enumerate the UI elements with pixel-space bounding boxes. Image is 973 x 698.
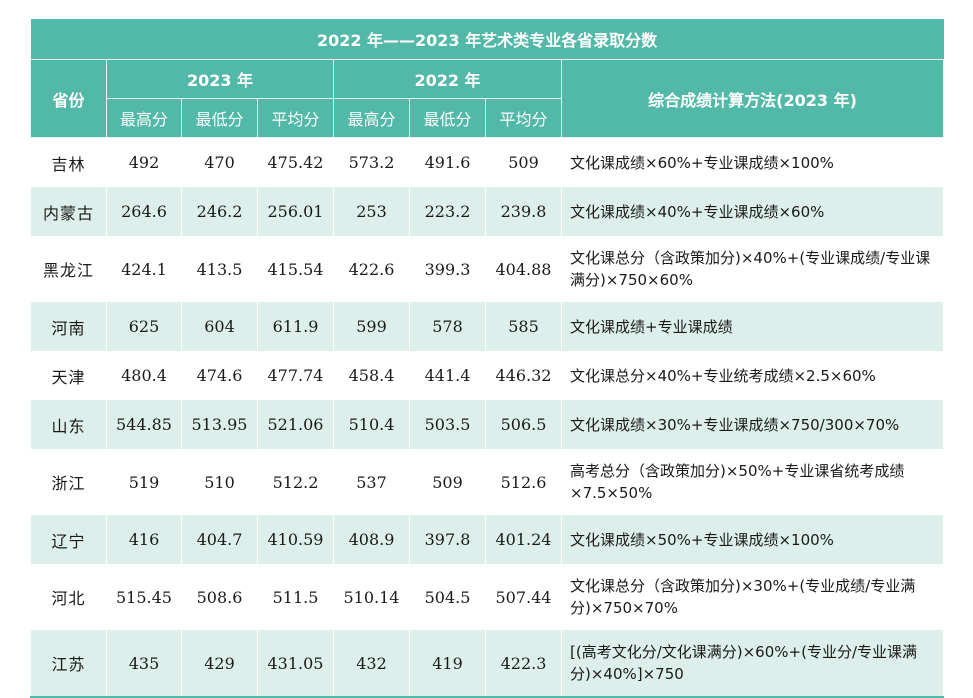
avg-2023-cell: 256.01 [257,187,334,236]
max-2022-cell: 599 [333,302,410,351]
min-2023-cell: 510 [181,449,258,515]
max-2022-cell: 422.6 [333,236,410,302]
province-cell: 河北 [30,564,107,630]
header-max-2023: 最高分 [106,98,182,138]
header-year-2022: 2022 年 [333,59,562,99]
province-cell: 天津 [30,351,107,400]
table-row: 吉林 492 470 475.42 573.2 491.6 509 文化课成绩×… [30,137,945,187]
method-cell: 文化课成绩+专业课成绩 [560,302,945,351]
province-cell: 黑龙江 [30,236,107,302]
header-method: 综合成绩计算方法(2023 年) [560,59,945,138]
method-cell: 文化课总分（含政策加分)×30%+(专业成绩/专业满分)×750×70% [560,564,945,630]
max-2023-cell: 515.45 [106,564,182,630]
province-cell: 内蒙古 [30,187,107,236]
admission-scores-table: 2022 年——2023 年艺术类专业各省录取分数 省份 2023 年 2022… [30,19,945,698]
min-2022-cell: 223.2 [409,187,486,236]
method-cell: 文化课成绩×30%+专业课成绩×750/300×70% [560,400,945,449]
table-row: 黑龙江 424.1 413.5 415.54 422.6 399.3 404.8… [30,236,945,302]
max-2023-cell: 625 [106,302,182,351]
avg-2022-cell: 512.6 [485,449,562,515]
table-row: 河南 625 604 611.9 599 578 585 文化课成绩+专业课成绩 [30,302,945,351]
avg-2022-cell: 446.32 [485,351,562,400]
table-row: 河北 515.45 508.6 511.5 510.14 504.5 507.4… [30,564,945,630]
avg-2023-cell: 477.74 [257,351,334,400]
avg-2022-cell: 506.5 [485,400,562,449]
table-row: 山东 544.85 513.95 521.06 510.4 503.5 506.… [30,400,945,449]
province-cell: 辽宁 [30,515,107,564]
avg-2022-cell: 507.44 [485,564,562,630]
avg-2023-cell: 415.54 [257,236,334,302]
avg-2022-cell: 404.88 [485,236,562,302]
table-title: 2022 年——2023 年艺术类专业各省录取分数 [30,19,944,60]
header-province: 省份 [30,59,107,138]
min-2022-cell: 578 [409,302,486,351]
max-2023-cell: 264.6 [106,187,182,236]
max-2022-cell: 573.2 [333,137,410,187]
header-max-2022: 最高分 [333,98,410,138]
max-2022-cell: 510.14 [333,564,410,630]
header-avg-2023: 平均分 [257,98,334,138]
min-2022-cell: 504.5 [409,564,486,630]
province-cell: 河南 [30,302,107,351]
avg-2022-cell: 509 [485,137,562,187]
province-cell: 山东 [30,400,107,449]
min-2022-cell: 503.5 [409,400,486,449]
header-min-2023: 最低分 [181,98,258,138]
avg-2022-cell: 239.8 [485,187,562,236]
method-cell: 高考总分（含政策加分)×50%+专业课省统考成绩×7.5×50% [560,449,945,515]
method-cell: 文化课成绩×60%+专业课成绩×100% [560,137,945,187]
min-2023-cell: 413.5 [181,236,258,302]
max-2022-cell: 458.4 [333,351,410,400]
min-2022-cell: 441.4 [409,351,486,400]
avg-2023-cell: 475.42 [257,137,334,187]
max-2022-cell: 253 [333,187,410,236]
max-2023-cell: 480.4 [106,351,182,400]
min-2023-cell: 508.6 [181,564,258,630]
max-2023-cell: 416 [106,515,182,564]
header-year-2023: 2023 年 [106,59,334,99]
admission-table-container: 2022 年——2023 年艺术类专业各省录取分数 省份 2023 年 2022… [30,19,945,698]
method-cell: 文化课总分×40%+专业统考成绩×2.5×60% [560,351,945,400]
min-2023-cell: 604 [181,302,258,351]
table-row: 辽宁 416 404.7 410.59 408.9 397.8 401.24 文… [30,515,945,564]
min-2022-cell: 491.6 [409,137,486,187]
table-row: 浙江 519 510 512.2 537 509 512.6 高考总分（含政策加… [30,449,945,515]
avg-2022-cell: 585 [485,302,562,351]
min-2023-cell: 246.2 [181,187,258,236]
max-2022-cell: 537 [333,449,410,515]
method-cell: 文化课成绩×40%+专业课成绩×60% [560,187,945,236]
avg-2023-cell: 511.5 [257,564,334,630]
method-cell: 文化课成绩×50%+专业课成绩×100% [560,515,945,564]
min-2023-cell: 404.7 [181,515,258,564]
max-2023-cell: 424.1 [106,236,182,302]
max-2023-cell: 492 [106,137,182,187]
avg-2023-cell: 410.59 [257,515,334,564]
min-2022-cell: 399.3 [409,236,486,302]
min-2023-cell: 513.95 [181,400,258,449]
table-row: 内蒙古 264.6 246.2 256.01 253 223.2 239.8 文… [30,187,945,236]
max-2022-cell: 510.4 [333,400,410,449]
max-2023-cell: 544.85 [106,400,182,449]
min-2022-cell: 397.8 [409,515,486,564]
header-min-2022: 最低分 [409,98,486,138]
avg-2023-cell: 611.9 [257,302,334,351]
min-2022-cell: 509 [409,449,486,515]
province-cell: 浙江 [30,449,107,515]
header-avg-2022: 平均分 [485,98,562,138]
province-cell: 吉林 [30,137,107,187]
max-2022-cell: 408.9 [333,515,410,564]
max-2023-cell: 519 [106,449,182,515]
avg-2023-cell: 512.2 [257,449,334,515]
method-cell: 文化课总分（含政策加分)×40%+(专业课成绩/专业课满分)×750×60% [560,236,945,302]
min-2023-cell: 474.6 [181,351,258,400]
avg-2022-cell: 401.24 [485,515,562,564]
min-2023-cell: 470 [181,137,258,187]
avg-2023-cell: 521.06 [257,400,334,449]
table-row: 天津 480.4 474.6 477.74 458.4 441.4 446.32… [30,351,945,400]
